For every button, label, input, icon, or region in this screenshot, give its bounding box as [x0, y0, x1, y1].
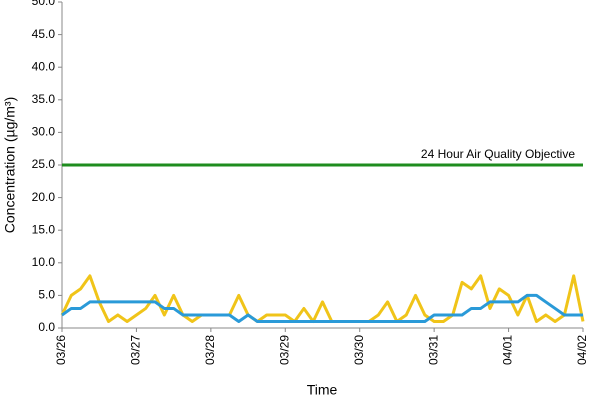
x-axis-label: Time: [307, 382, 338, 398]
x-tick-label: 03/29: [277, 335, 291, 365]
x-tick-label: 03/28: [203, 335, 217, 365]
threshold-label: 24 Hour Air Quality Objective: [421, 147, 575, 161]
x-tick-label: 04/02: [575, 335, 589, 365]
y-tick-label: 15.0: [32, 222, 56, 236]
x-tick-label: 03/31: [426, 335, 440, 365]
y-tick-label: 0.0: [38, 320, 55, 334]
y-tick-label: 20.0: [32, 190, 56, 204]
y-axis-label: Concentration (µg/m³): [2, 97, 18, 233]
series-line: [60, 274, 585, 323]
y-tick-label: 40.0: [32, 59, 56, 73]
y-tick-label: 35.0: [32, 92, 56, 106]
x-tick-label: 04/01: [501, 335, 515, 365]
y-tick-label: 45.0: [32, 27, 56, 41]
y-tick-label: 10.0: [32, 255, 56, 269]
y-tick-label: 25.0: [32, 157, 56, 171]
y-tick-label: 30.0: [32, 125, 56, 139]
x-tick-label: 03/26: [54, 335, 68, 365]
x-tick-label: 03/30: [352, 335, 366, 365]
y-tick-label: 5.0: [38, 288, 55, 302]
y-tick-label: 50.0: [32, 0, 56, 8]
x-tick-label: 03/27: [129, 335, 143, 365]
series-line: [61, 293, 583, 323]
